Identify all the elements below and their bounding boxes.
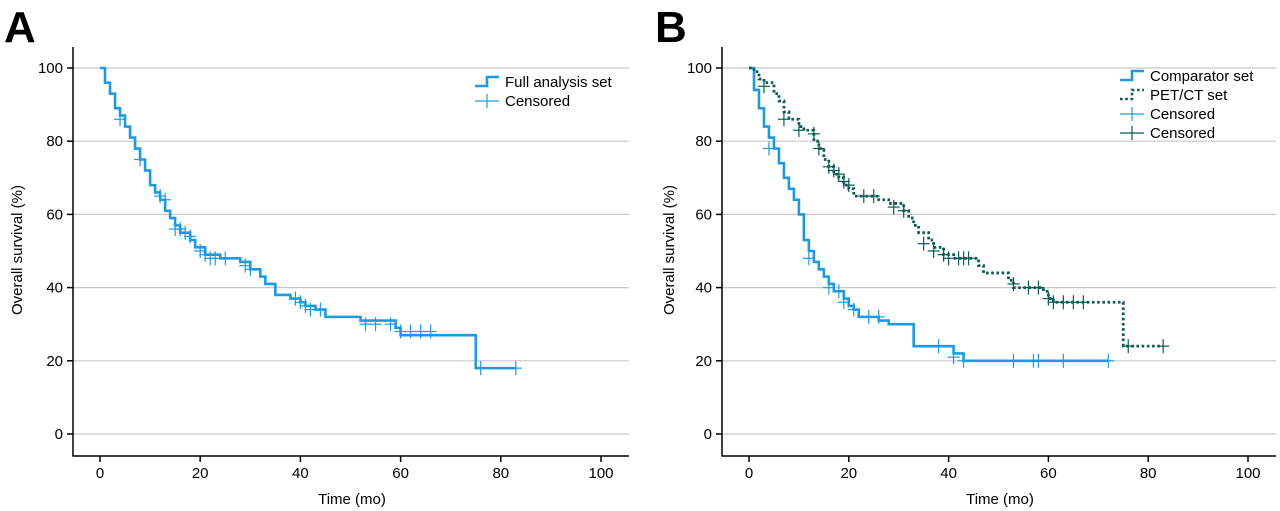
legend-label-b: Comparator set bbox=[1150, 68, 1254, 85]
axes-b bbox=[721, 47, 1276, 457]
y-tick-label-a: 20 bbox=[46, 353, 63, 370]
y-tick-label-a: 80 bbox=[46, 133, 63, 150]
x-tick-label-a: 60 bbox=[392, 465, 409, 482]
x-axis-label-b: Time (mo) bbox=[966, 491, 1034, 508]
legend-label-a: Full analysis set bbox=[505, 74, 613, 91]
y-tick-label-b: 100 bbox=[687, 60, 712, 77]
x-tick-label-a: 40 bbox=[292, 465, 309, 482]
x-tick-label-a: 100 bbox=[588, 465, 613, 482]
y-tick-label-b: 0 bbox=[704, 426, 712, 443]
legend-label-b: Censored bbox=[1150, 125, 1215, 142]
x-tick-label-b: 40 bbox=[940, 465, 957, 482]
y-tick-label-a: 60 bbox=[46, 206, 63, 223]
x-tick-label-a: 20 bbox=[192, 465, 209, 482]
y-tick-label-b: 40 bbox=[695, 280, 712, 297]
x-tick-label-b: 80 bbox=[1140, 465, 1157, 482]
x-tick-label-b: 20 bbox=[840, 465, 857, 482]
series-line-b-0 bbox=[749, 66, 1109, 363]
y-axis-label-b: Overall survival (%) bbox=[661, 185, 678, 315]
y-axis-label-a: Overall survival (%) bbox=[9, 185, 26, 315]
y-tick-label-a: 100 bbox=[38, 60, 63, 77]
y-tick-label-b: 80 bbox=[695, 133, 712, 150]
panel-b: B Time (mo) Overall survival (%) 0 20 40 60… bbox=[655, 3, 1276, 508]
x-tick-label-a: 0 bbox=[96, 465, 104, 482]
series-line-b-1 bbox=[749, 66, 1164, 348]
panel-label-a: A bbox=[4, 3, 36, 52]
legend-swatch-b bbox=[1120, 88, 1144, 101]
panel-a: A Time (mo) Overall survival (%) 0 20 40 60… bbox=[4, 3, 629, 508]
legend-swatch-b bbox=[1120, 69, 1144, 82]
x-tick-label-b: 0 bbox=[745, 465, 753, 482]
y-tick-label-b: 20 bbox=[695, 353, 712, 370]
legend-label-b: Censored bbox=[1150, 106, 1215, 123]
axes-a bbox=[72, 47, 629, 457]
series-line-a-0 bbox=[100, 66, 516, 370]
y-tick-label-a: 40 bbox=[46, 280, 63, 297]
panel-label-b: B bbox=[655, 3, 687, 52]
legend-swatch-a bbox=[475, 75, 499, 88]
x-tick-label-b: 60 bbox=[1040, 465, 1057, 482]
legend-label-b: PET/CT set bbox=[1150, 87, 1228, 104]
x-tick-label-b: 100 bbox=[1235, 465, 1260, 482]
legend-label-a: Censored bbox=[505, 93, 570, 110]
y-tick-label-a: 0 bbox=[55, 426, 63, 443]
y-tick-label-b: 60 bbox=[695, 206, 712, 223]
x-tick-label-a: 80 bbox=[492, 465, 509, 482]
x-axis-label-a: Time (mo) bbox=[318, 491, 386, 508]
